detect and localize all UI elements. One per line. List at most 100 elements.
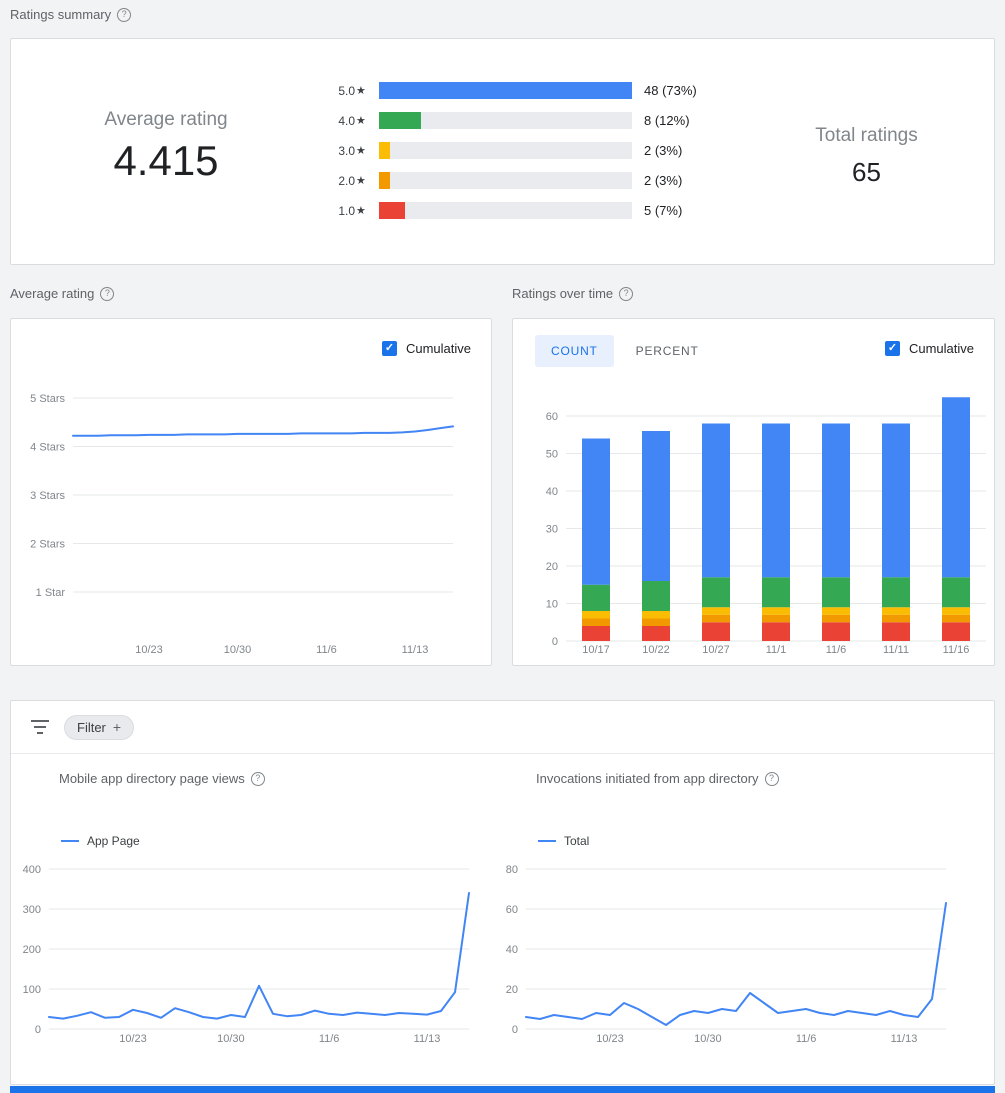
rating-bar-fill [379,82,632,99]
star-icon: ★ [356,175,366,187]
page-views-line-chart: 0 100 200 300 400 10/23 10/30 11/6 11/13 [23,864,470,1045]
svg-text:2 Stars: 2 Stars [30,539,65,551]
svg-text:11/16: 11/16 [943,644,970,656]
average-rating-line-chart: 5 Stars 4 Stars 3 Stars 2 Stars 1 Star 10/23 1… [30,393,454,656]
svg-text:10/23: 10/23 [135,644,163,656]
svg-text:11/13: 11/13 [891,1033,918,1045]
plus-icon: + [112,719,122,735]
svg-text:80: 80 [506,864,518,876]
rating-bar-fill [379,172,390,189]
help-icon[interactable]: ? [619,286,634,301]
filter-chip-label: Filter [77,719,106,735]
directory-stats-card: Filter + Mobile app directory page views… [10,700,995,1085]
ratings-summary-title: Ratings summary [10,7,112,22]
rating-row-value: 2 (3%) [644,173,683,188]
rating-row-label: 3.0 [338,143,355,158]
svg-text:1 Star: 1 Star [36,587,66,599]
rating-row-value: 5 (7%) [644,203,683,218]
average-rating-section-title: Average rating [10,286,95,301]
help-icon[interactable]: ? [100,286,115,301]
rating-distribution-row: 1.0 ★ 5 (7%) [333,202,697,219]
filter-bar: Filter + [11,701,994,753]
svg-text:5 Stars: 5 Stars [30,393,65,405]
svg-text:40: 40 [546,486,558,498]
tab-percent[interactable]: PERCENT [635,344,699,358]
help-glyph: ? [121,9,127,19]
help-icon[interactable]: ? [764,771,779,786]
cumulative-checkbox-row: ✓ Cumulative [884,341,974,356]
svg-text:11/13: 11/13 [402,644,429,656]
rating-bar-track [379,112,632,129]
page-views-legend: App Page [61,834,140,848]
rating-distribution-row: 3.0 ★ 2 (3%) [333,142,697,159]
ratings-over-time-heading: Ratings over time ? [512,286,634,301]
rating-row-label: 2.0 [338,173,355,188]
rating-row-value: 8 (12%) [644,113,690,128]
page-views-title: Mobile app directory page views [59,771,245,786]
invocations-legend: Total [538,834,589,848]
svg-text:10/27: 10/27 [702,644,730,656]
svg-text:0: 0 [35,1024,41,1036]
ratings-over-time-section-title: Ratings over time [512,286,614,301]
svg-text:11/6: 11/6 [319,1033,340,1045]
rating-distribution-row: 4.0 ★ 8 (12%) [333,112,697,129]
total-ratings-label: Total ratings [815,125,918,146]
svg-text:200: 200 [23,944,41,956]
star-icon: ★ [356,145,366,157]
help-glyph: ? [255,773,261,783]
svg-text:11/11: 11/11 [883,644,909,656]
check-icon: ✓ [384,342,395,354]
page-views-heading: Mobile app directory page views ? [59,771,265,786]
svg-text:11/6: 11/6 [316,644,337,656]
bottom-bar [10,1086,995,1093]
filter-list-icon[interactable] [31,720,49,734]
star-icon: ★ [356,205,366,217]
svg-text:11/13: 11/13 [414,1033,441,1045]
svg-text:11/6: 11/6 [796,1033,817,1045]
legend-label: App Page [87,834,140,848]
tab-count[interactable]: COUNT [535,335,614,367]
svg-text:10/23: 10/23 [596,1033,624,1045]
average-rating-value: 4.415 [113,137,219,184]
cumulative-label: Cumulative [405,341,471,356]
svg-text:10/30: 10/30 [694,1033,722,1045]
svg-text:40: 40 [506,944,518,956]
rating-bar-fill [379,142,390,159]
rating-row-label: 5.0 [338,83,355,98]
svg-text:10/23: 10/23 [119,1033,147,1045]
cumulative-checkbox[interactable]: ✓ [381,341,397,356]
help-glyph: ? [104,288,110,298]
average-rating-label: Average rating [104,109,228,130]
svg-text:50: 50 [546,449,558,461]
rating-row-label: 4.0 [338,113,355,128]
svg-text:10/30: 10/30 [217,1033,245,1045]
total-ratings-block: Total ratings 65 [759,125,974,188]
filter-chip[interactable]: Filter + [64,714,135,740]
svg-text:11/1: 11/1 [766,644,787,656]
svg-text:0: 0 [552,636,558,648]
invocations-heading: Invocations initiated from app directory… [536,771,779,786]
invocations-line-chart: 0 20 40 60 80 10/23 10/30 11/6 11/13 [506,864,947,1045]
average-rating-heading: Average rating ? [10,286,115,301]
help-icon[interactable]: ? [250,771,265,786]
ratings-summary-card: Average rating 4.415 5.0 ★ 48 (73%) 4.0 ★ 8 (… [10,38,995,265]
rating-bar-fill [379,202,406,219]
rating-distribution-row: 5.0 ★ 48 (73%) [333,82,697,99]
help-icon[interactable]: ? [117,7,132,22]
cumulative-checkbox[interactable]: ✓ [884,341,900,356]
svg-text:60: 60 [506,904,518,916]
rating-row-value: 48 (73%) [644,83,697,98]
ratings-over-time-stacked-bar-chart: 0 10 20 30 40 50 60 10/17 10/22 10/27 11/1 11/6 11/1… [546,397,986,656]
legend-label: Total [564,834,590,848]
rating-bar-track [379,82,632,99]
rating-bar-track [379,142,632,159]
svg-text:300: 300 [23,904,41,916]
svg-text:60: 60 [546,411,558,423]
invocations-title: Invocations initiated from app directory [536,771,759,786]
count-percent-tabs: COUNT PERCENT [535,335,715,367]
cumulative-checkbox-row: ✓ Cumulative [381,341,471,356]
legend-line-icon [61,840,79,842]
rating-bar-fill [379,112,422,129]
svg-text:20: 20 [546,561,558,573]
legend-line-icon [538,840,556,842]
